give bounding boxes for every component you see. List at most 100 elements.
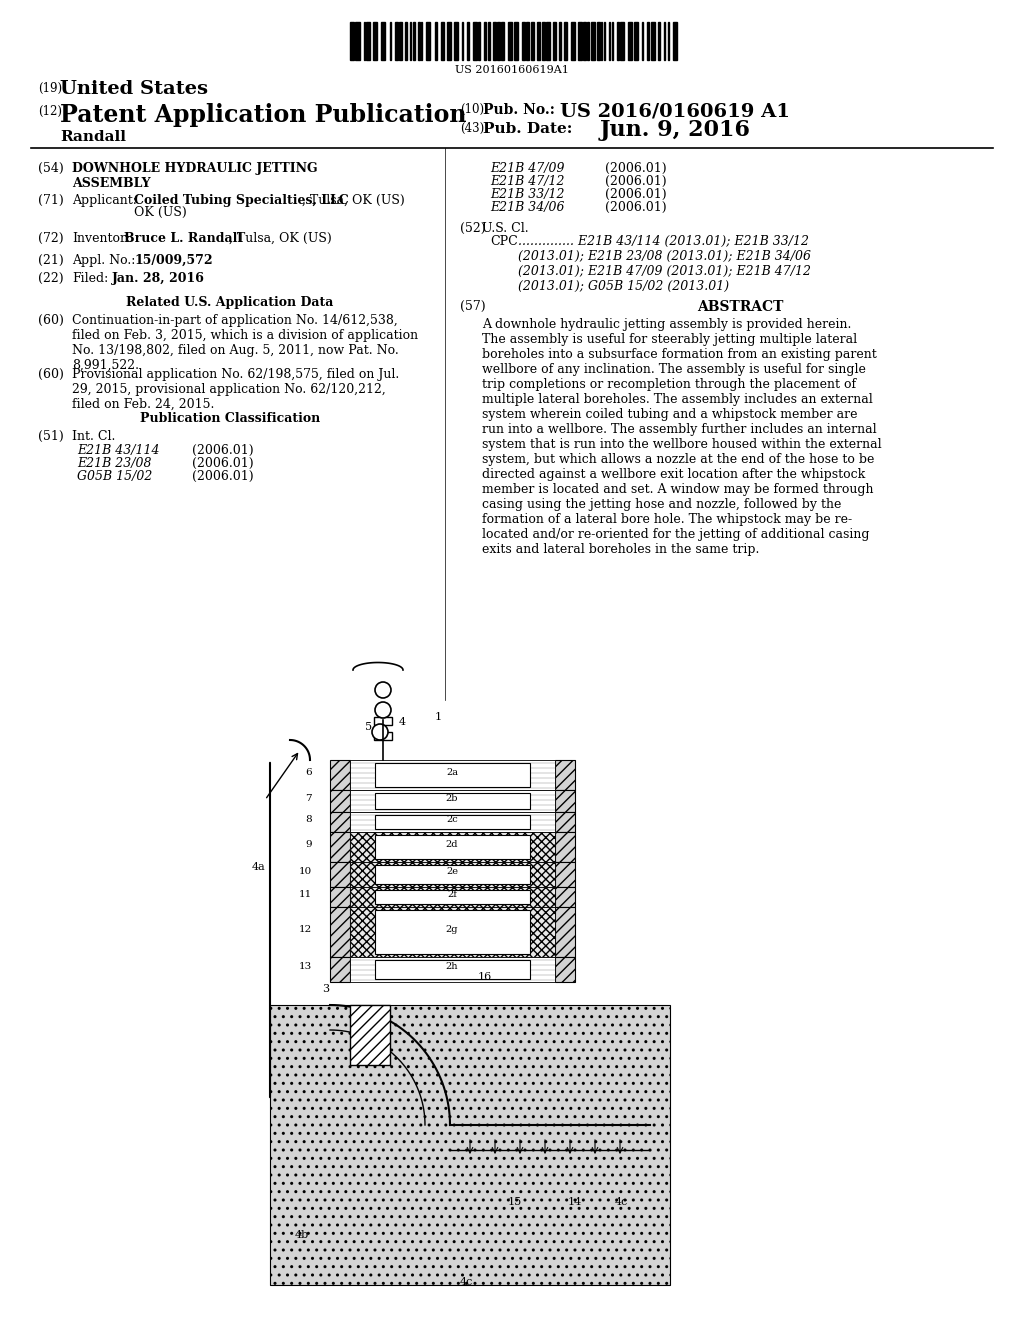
Text: (54): (54) [38,162,63,176]
Bar [330,887,350,907]
Text: Inventor:: Inventor: [72,232,130,246]
Text: Provisional application No. 62/198,575, filed on Jul.
29, 2015, provisional appl: Provisional application No. 62/198,575, … [72,368,399,411]
Text: 16: 16 [478,972,493,982]
Circle shape [375,702,391,718]
Bar [555,862,575,887]
Bar [375,836,530,859]
Text: (2006.01): (2006.01) [193,444,254,457]
Bar [381,22,385,59]
Text: (43): (43) [460,121,484,135]
Text: Publication Classification: Publication Classification [140,412,321,425]
Bar [531,22,535,59]
Bar [454,22,458,59]
Bar [651,22,655,59]
Text: OK (US): OK (US) [134,206,186,219]
Bar [555,832,575,862]
Bar [355,22,359,59]
Text: Applicant:: Applicant: [72,194,137,207]
Bar [389,22,391,59]
Bar [374,733,392,741]
Text: (2006.01): (2006.01) [605,201,667,214]
Bar [330,862,350,887]
Bar [473,22,477,59]
Text: Randall: Randall [60,129,126,144]
Bar [578,22,582,59]
Text: 2e: 2e [446,867,458,876]
Text: 4: 4 [399,717,407,727]
Text: 2c: 2c [446,814,458,824]
Text: 15/009,572: 15/009,572 [134,253,213,267]
Bar [330,957,350,982]
Bar [374,717,392,725]
Bar [375,793,530,809]
Text: (12): (12) [38,106,62,117]
Text: 11: 11 [299,890,312,899]
Text: 8: 8 [305,814,312,824]
Text: (60): (60) [38,368,63,381]
Bar [601,22,602,59]
Bar [446,22,451,59]
Text: (2006.01): (2006.01) [605,162,667,176]
Bar [483,22,486,59]
Bar [330,760,350,789]
Bar [537,22,540,59]
Bar [350,907,555,957]
Bar [478,22,479,59]
Bar [350,957,555,982]
Text: (22): (22) [38,272,63,285]
Text: 9: 9 [305,840,312,849]
Bar [375,960,530,979]
Text: Pub. No.:: Pub. No.: [483,103,555,117]
Text: (51): (51) [38,430,63,444]
Bar [462,22,463,59]
Text: (2006.01): (2006.01) [193,470,254,483]
Bar [642,22,643,59]
Bar [592,22,595,59]
Text: 12: 12 [299,925,312,935]
Text: 15: 15 [508,1197,522,1206]
Text: 3: 3 [322,983,329,994]
Bar [373,22,377,59]
Text: 1: 1 [435,711,442,722]
Text: United States: United States [60,81,208,98]
Text: E21B 34/06: E21B 34/06 [490,201,564,214]
Text: (21): (21) [38,253,63,267]
Text: US 20160160619A1: US 20160160619A1 [455,65,569,75]
Bar [634,22,638,59]
Bar [543,22,545,59]
Text: Int. Cl.: Int. Cl. [72,430,116,444]
Bar [265,741,965,1284]
Bar [514,22,518,59]
Text: 4c: 4c [615,1197,629,1206]
Text: Jan. 28, 2016: Jan. 28, 2016 [112,272,205,285]
Bar [350,832,555,862]
Text: 5: 5 [365,722,372,733]
Text: E21B 23/08: E21B 23/08 [77,457,152,470]
Bar [330,789,350,812]
Text: (2006.01): (2006.01) [193,457,254,470]
Text: 2f: 2f [447,890,457,899]
Text: 7: 7 [305,795,312,803]
Bar [617,22,618,59]
Bar [588,22,589,59]
Bar [603,22,605,59]
Polygon shape [350,1005,390,1065]
Bar [611,22,613,59]
Bar [367,22,371,59]
Text: Bruce L. Randall: Bruce L. Randall [124,232,242,246]
Bar [418,22,420,59]
Bar [395,22,397,59]
Bar [584,22,586,59]
Text: Related U.S. Application Data: Related U.S. Application Data [126,296,334,309]
Text: 10: 10 [299,867,312,876]
Text: G05B 15/02: G05B 15/02 [77,470,153,483]
Bar [330,832,350,862]
Bar [658,22,659,59]
Bar [628,22,632,59]
Text: U.S. Cl.: U.S. Cl. [482,222,528,235]
Bar [597,22,599,59]
Text: E21B 33/12: E21B 33/12 [490,187,564,201]
Text: , Tulsa, OK (US): , Tulsa, OK (US) [302,194,404,207]
Text: E21B 47/12: E21B 47/12 [490,176,564,187]
Bar [350,887,555,907]
